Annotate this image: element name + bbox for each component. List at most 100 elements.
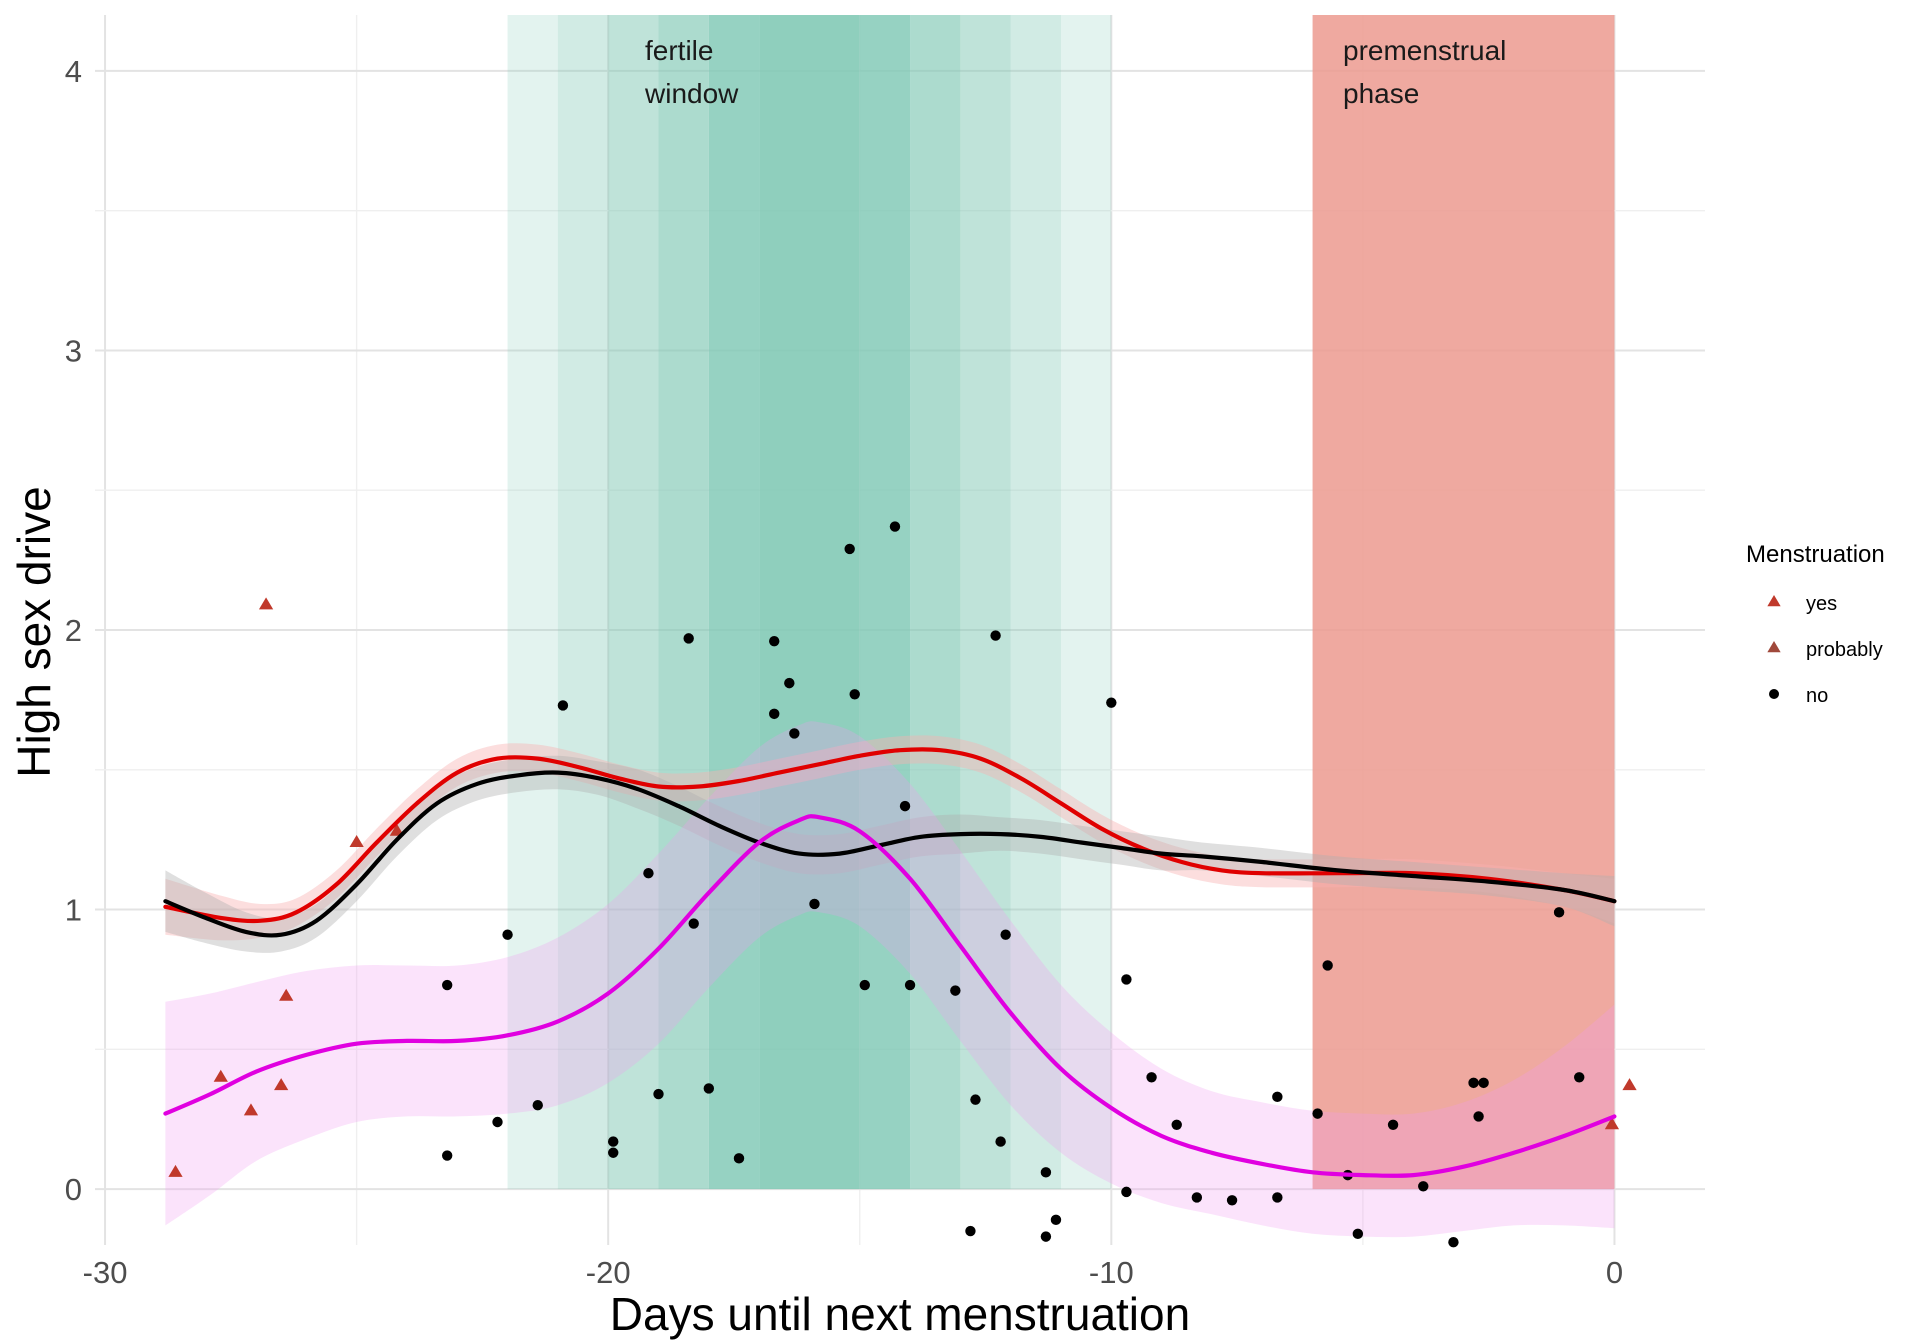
data-point-no bbox=[1000, 929, 1011, 940]
data-point-yes bbox=[1622, 1078, 1637, 1091]
data-point-no bbox=[1468, 1077, 1479, 1089]
data-point-yes bbox=[1604, 1117, 1620, 1130]
data-point-no bbox=[1574, 1072, 1585, 1083]
data-point-no bbox=[849, 689, 860, 700]
data-point-no bbox=[965, 1225, 976, 1237]
data-point-no bbox=[502, 929, 513, 940]
x-tick-label: -30 bbox=[83, 1255, 128, 1290]
fertile-window-band bbox=[507, 15, 558, 1190]
data-point-no bbox=[970, 1094, 981, 1105]
data-point-no bbox=[643, 868, 654, 879]
y-tick-label: 4 bbox=[65, 54, 82, 89]
data-point-no bbox=[532, 1100, 543, 1111]
data-point-no bbox=[1418, 1181, 1429, 1192]
data-point-no bbox=[1106, 697, 1117, 708]
data-point-no bbox=[784, 677, 795, 689]
fertile-window-band bbox=[1010, 15, 1061, 1190]
x-tick-label: -20 bbox=[586, 1255, 631, 1290]
legend: Menstruation yes probably no bbox=[1746, 541, 1885, 707]
data-point-no bbox=[441, 1150, 453, 1161]
x-axis-title: Days until next menstruation bbox=[610, 1288, 1190, 1340]
data-point-no bbox=[1171, 1119, 1182, 1130]
x-tick-label: -10 bbox=[1089, 1255, 1134, 1290]
annotation-fertile-line2: window bbox=[644, 78, 739, 109]
data-point-no bbox=[789, 728, 800, 739]
legend-key-probably bbox=[1767, 641, 1781, 653]
data-point-no bbox=[653, 1088, 664, 1100]
data-point-no bbox=[769, 635, 780, 647]
data-point-yes bbox=[258, 597, 274, 610]
fertile-window-band bbox=[1061, 15, 1112, 1190]
data-point-yes bbox=[213, 1069, 228, 1082]
data-points bbox=[168, 521, 1637, 1248]
data-point-yes bbox=[349, 834, 364, 847]
data-point-no bbox=[1387, 1119, 1399, 1130]
y-axis-title: High sex drive bbox=[8, 486, 60, 777]
data-point-no bbox=[1050, 1214, 1062, 1226]
data-point-no bbox=[904, 979, 916, 991]
data-point-no bbox=[950, 985, 961, 996]
data-point-no bbox=[990, 630, 1001, 641]
data-point-no bbox=[995, 1136, 1006, 1147]
legend-title: Menstruation bbox=[1746, 541, 1885, 568]
data-point-no bbox=[1322, 960, 1333, 971]
legend-label-yes: yes bbox=[1806, 593, 1837, 615]
data-point-no bbox=[608, 1147, 619, 1158]
annotation-premenstrual-line1: premenstrual bbox=[1343, 35, 1506, 66]
y-tick-label: 0 bbox=[65, 1172, 82, 1207]
annotation-premenstrual-line2: phase bbox=[1343, 78, 1419, 109]
y-tick-label: 3 bbox=[65, 333, 82, 368]
fertile-window-band bbox=[557, 15, 609, 1190]
data-point-yes bbox=[389, 823, 404, 836]
legend-key-no bbox=[1769, 689, 1779, 699]
data-point-no bbox=[1272, 1091, 1283, 1103]
data-point-no bbox=[703, 1083, 715, 1094]
data-point-no bbox=[1040, 1231, 1052, 1242]
data-point-no bbox=[809, 898, 820, 910]
x-tick-label: 0 bbox=[1606, 1255, 1623, 1290]
data-point-no bbox=[683, 633, 694, 644]
data-point-no bbox=[733, 1153, 745, 1164]
data-point-yes bbox=[279, 988, 294, 1001]
data-point-no bbox=[441, 979, 453, 991]
data-point-no bbox=[859, 979, 870, 991]
annotation-fertile-line1: fertile bbox=[645, 35, 713, 66]
data-point-no bbox=[1121, 974, 1132, 985]
smooth-line bbox=[163, 747, 1617, 924]
fertile-window-band bbox=[708, 15, 760, 1190]
data-point-no bbox=[889, 521, 901, 532]
data-point-no bbox=[899, 800, 911, 812]
data-point-no bbox=[1553, 907, 1565, 918]
data-point-yes bbox=[274, 1078, 289, 1091]
data-point-no bbox=[1146, 1072, 1157, 1083]
fertile-window-band bbox=[658, 15, 709, 1190]
confidence-ribbon bbox=[165, 721, 1615, 1238]
data-point-no bbox=[769, 708, 780, 720]
fertile-window-band bbox=[759, 15, 860, 1190]
data-point-no bbox=[1040, 1167, 1052, 1178]
data-point-yes bbox=[168, 1164, 183, 1177]
legend-label-probably: probably bbox=[1806, 639, 1883, 661]
data-point-no bbox=[492, 1116, 503, 1128]
data-point-no bbox=[1473, 1111, 1484, 1122]
tick-labels: -30 -20 -10 0 0 1 2 3 4 bbox=[65, 54, 1623, 1290]
premenstrual-phase-band bbox=[1312, 15, 1615, 1190]
data-point-no bbox=[1272, 1192, 1283, 1203]
smooth-line bbox=[163, 814, 1617, 1178]
data-point-no bbox=[1478, 1077, 1489, 1089]
data-point-no bbox=[844, 543, 855, 555]
fertile-window-band bbox=[859, 15, 911, 1190]
data-point-no bbox=[608, 1136, 619, 1147]
data-point-no bbox=[688, 918, 699, 929]
legend-key-yes bbox=[1767, 595, 1781, 607]
fertile-window-band bbox=[608, 15, 659, 1190]
y-tick-label: 2 bbox=[65, 613, 82, 648]
data-point-no bbox=[1352, 1228, 1364, 1240]
data-point-yes bbox=[243, 1103, 259, 1116]
data-point-no bbox=[1312, 1108, 1323, 1119]
data-point-no bbox=[1226, 1195, 1238, 1206]
data-point-no bbox=[1191, 1192, 1203, 1203]
smooth-lines bbox=[163, 747, 1617, 1178]
data-point-no bbox=[1121, 1186, 1132, 1198]
